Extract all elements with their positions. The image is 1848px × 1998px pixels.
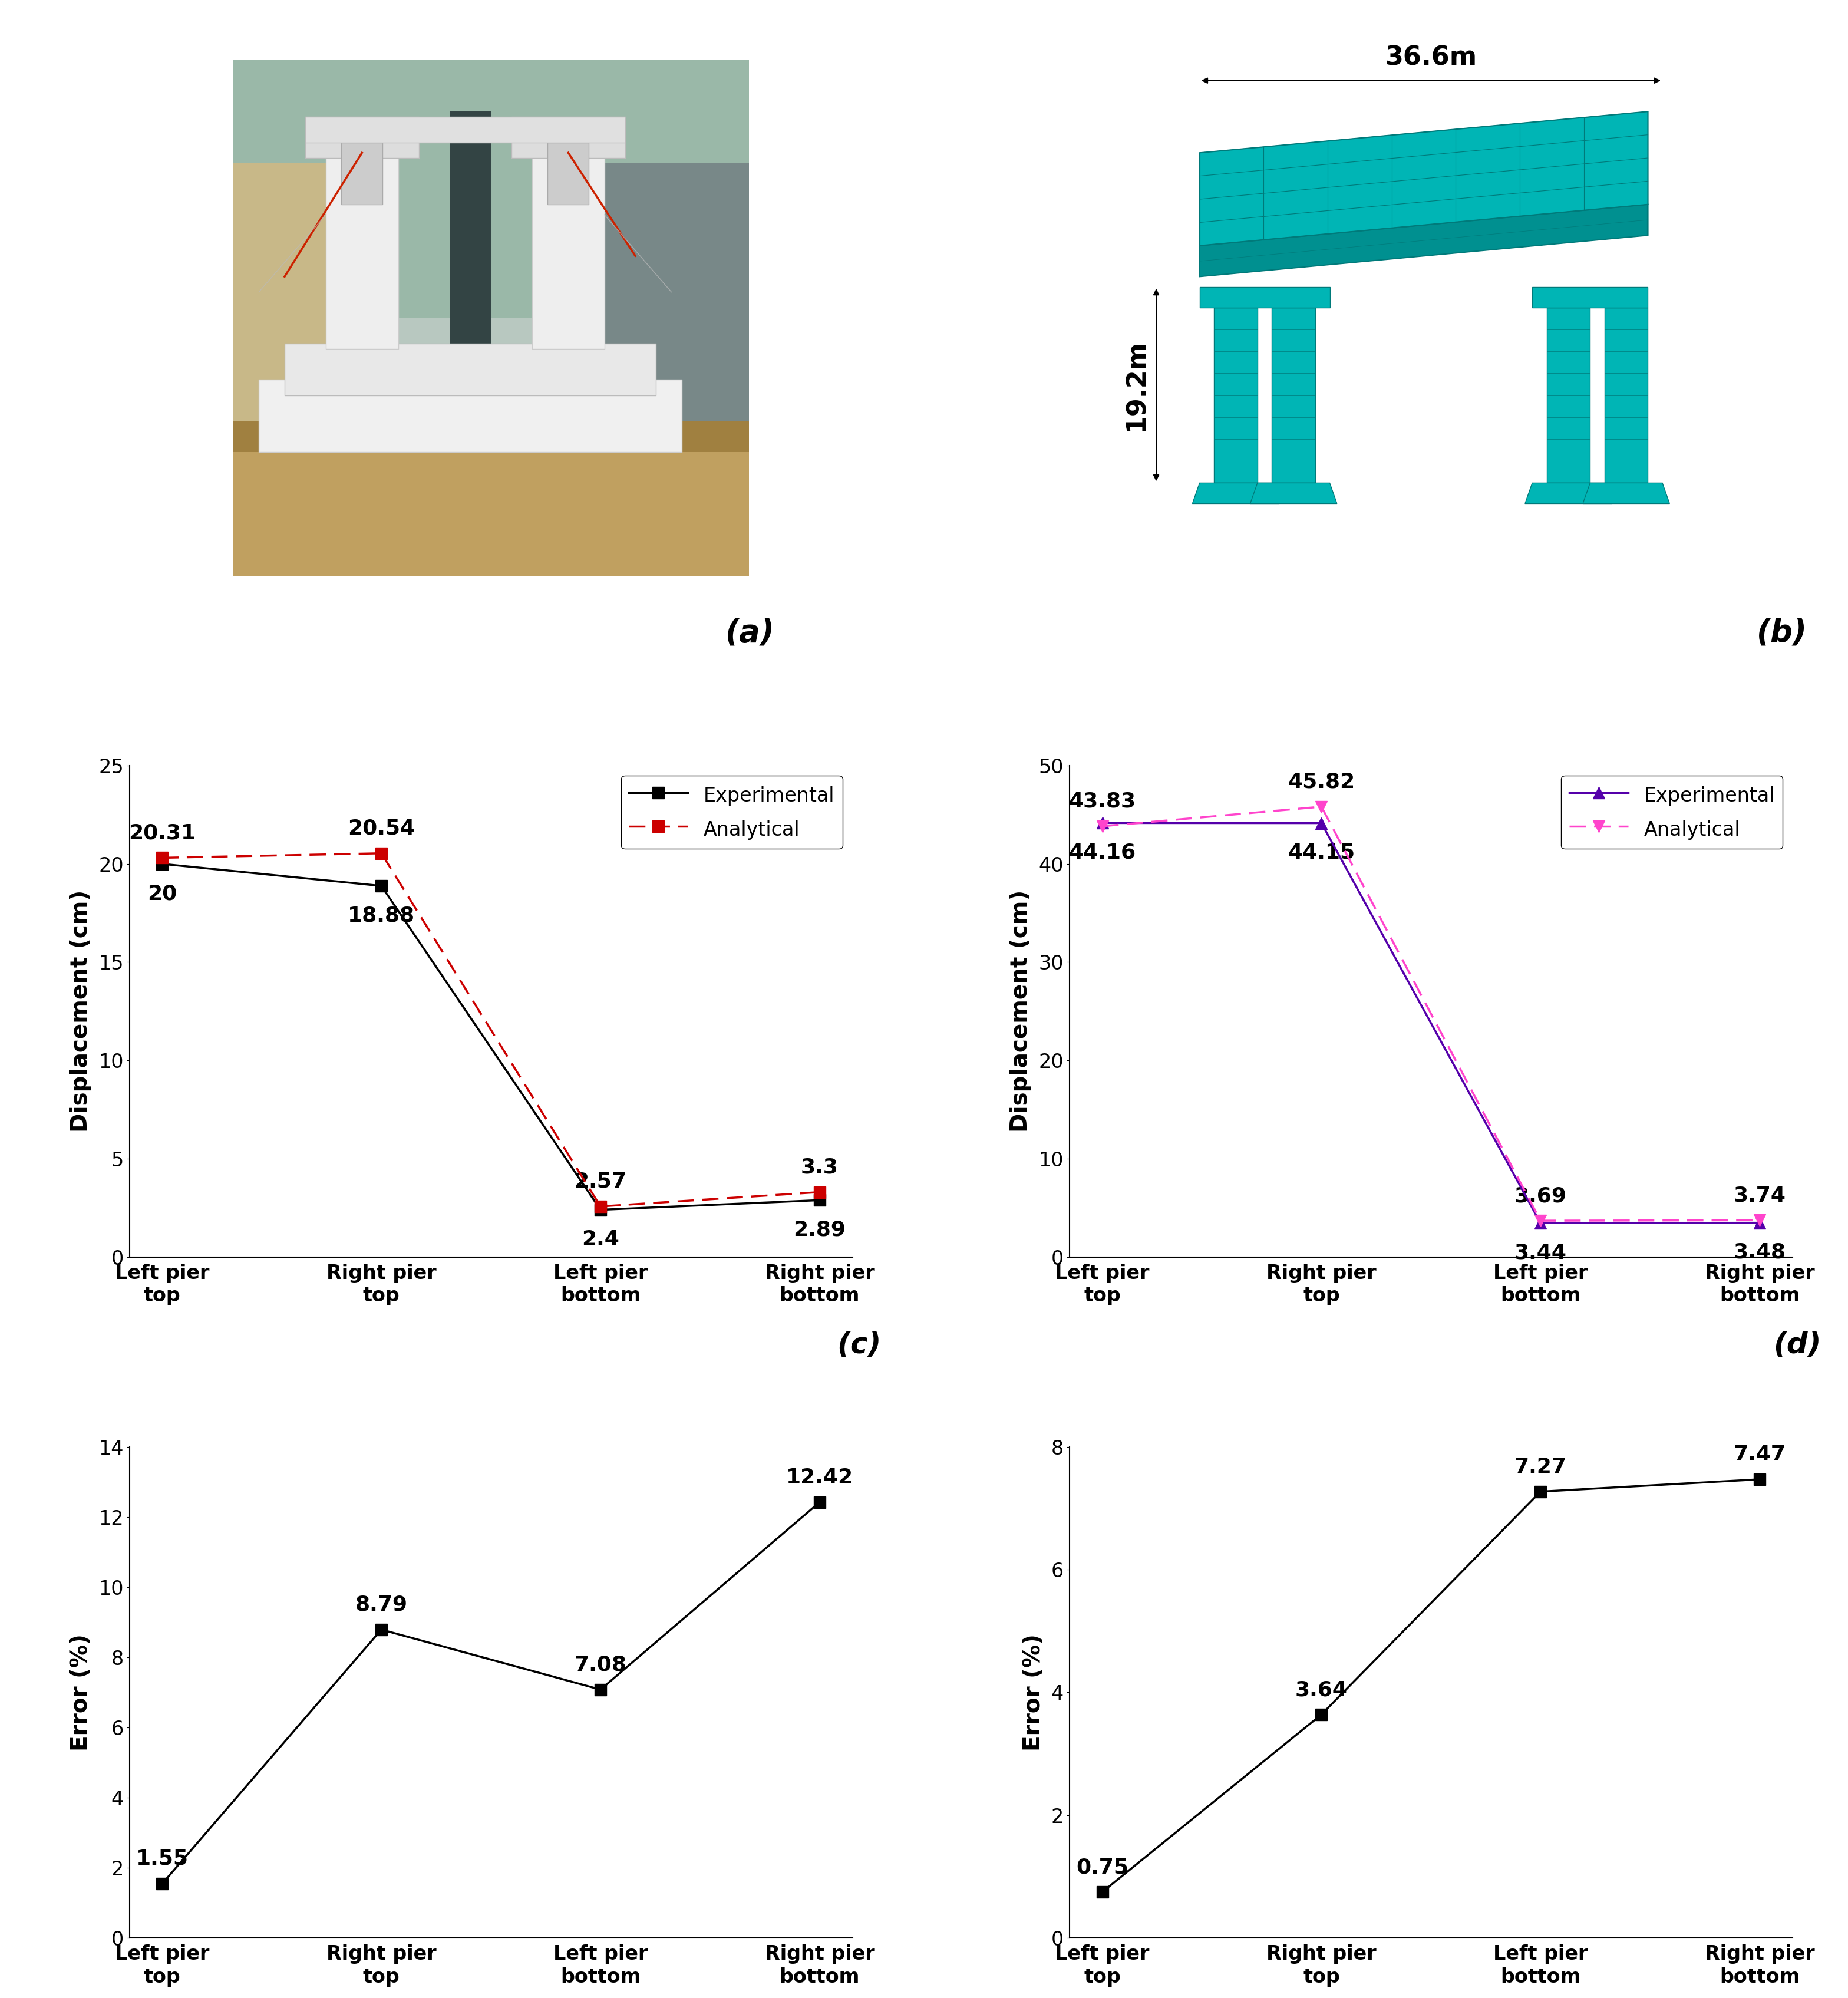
Polygon shape	[1199, 288, 1331, 308]
Legend: Experimental, Analytical: Experimental, Analytical	[621, 775, 843, 849]
Text: 12.42: 12.42	[785, 1467, 854, 1487]
Legend: Experimental, Analytical: Experimental, Analytical	[1562, 775, 1783, 849]
Text: 3.44: 3.44	[1514, 1243, 1567, 1263]
Analytical	[590, 1195, 612, 1219]
Analytical	[1530, 1209, 1552, 1233]
FancyBboxPatch shape	[449, 112, 492, 422]
Text: 20.31: 20.31	[129, 823, 196, 843]
Text: 8.79: 8.79	[355, 1594, 408, 1614]
Text: 2.57: 2.57	[575, 1171, 626, 1191]
Analytical	[1748, 1209, 1770, 1233]
Analytical	[1310, 795, 1332, 819]
Text: (b): (b)	[1756, 617, 1807, 647]
Text: 19.2m: 19.2m	[1124, 340, 1149, 432]
Text: (a): (a)	[724, 617, 774, 647]
Text: 20.54: 20.54	[347, 819, 416, 839]
Text: 20: 20	[148, 883, 177, 903]
Y-axis label: Displacement (cm): Displacement (cm)	[70, 889, 92, 1133]
Analytical	[370, 841, 392, 865]
FancyBboxPatch shape	[233, 422, 748, 452]
Polygon shape	[1214, 308, 1257, 484]
FancyBboxPatch shape	[285, 344, 656, 396]
Text: (c): (c)	[837, 1331, 881, 1359]
Text: 3.48: 3.48	[1733, 1243, 1785, 1263]
Line: Experimental: Experimental	[1096, 817, 1765, 1229]
Text: 3.74: 3.74	[1733, 1185, 1785, 1205]
Polygon shape	[1199, 204, 1648, 276]
Text: 7.47: 7.47	[1733, 1445, 1785, 1465]
Line: Analytical: Analytical	[1096, 801, 1765, 1227]
Polygon shape	[1547, 308, 1589, 484]
Y-axis label: Error (%): Error (%)	[1022, 1634, 1044, 1750]
FancyBboxPatch shape	[233, 60, 748, 318]
Text: 3.3: 3.3	[800, 1157, 839, 1177]
Experimental	[590, 1197, 612, 1221]
Text: 0.75: 0.75	[1076, 1858, 1129, 1878]
Experimental	[1310, 811, 1332, 835]
Text: 44.15: 44.15	[1288, 843, 1355, 863]
Text: 7.08: 7.08	[575, 1654, 626, 1674]
Line: Analytical: Analytical	[157, 847, 826, 1213]
FancyBboxPatch shape	[532, 142, 604, 350]
Text: 3.64: 3.64	[1295, 1680, 1347, 1700]
FancyBboxPatch shape	[305, 116, 419, 158]
Analytical	[1090, 815, 1112, 839]
Polygon shape	[1192, 484, 1279, 503]
Experimental	[809, 1189, 832, 1213]
Text: 3.69: 3.69	[1514, 1187, 1567, 1207]
Experimental	[370, 873, 392, 897]
Polygon shape	[1604, 308, 1648, 484]
Text: 2.89: 2.89	[793, 1221, 846, 1241]
Text: 18.88: 18.88	[347, 905, 416, 925]
Y-axis label: Error (%): Error (%)	[70, 1634, 92, 1750]
Polygon shape	[1584, 484, 1669, 503]
Text: 44.16: 44.16	[1068, 843, 1137, 863]
Text: 7.27: 7.27	[1514, 1457, 1567, 1477]
Text: 36.6m: 36.6m	[1384, 44, 1477, 70]
Text: 43.83: 43.83	[1068, 791, 1137, 811]
Polygon shape	[1199, 112, 1648, 246]
FancyBboxPatch shape	[305, 116, 625, 142]
FancyBboxPatch shape	[547, 142, 590, 204]
FancyBboxPatch shape	[512, 116, 625, 158]
Experimental	[1090, 811, 1112, 835]
Text: 45.82: 45.82	[1288, 771, 1355, 791]
Y-axis label: Displacement (cm): Displacement (cm)	[1009, 889, 1031, 1133]
FancyBboxPatch shape	[233, 164, 388, 448]
FancyBboxPatch shape	[259, 380, 682, 452]
Line: Experimental: Experimental	[157, 859, 826, 1215]
Analytical	[152, 845, 174, 869]
Experimental	[1530, 1211, 1552, 1235]
Text: 1.55: 1.55	[137, 1848, 188, 1868]
Polygon shape	[1532, 288, 1648, 308]
FancyBboxPatch shape	[325, 142, 397, 350]
Polygon shape	[1251, 484, 1336, 503]
FancyBboxPatch shape	[233, 60, 748, 575]
FancyBboxPatch shape	[233, 432, 748, 575]
FancyBboxPatch shape	[342, 142, 383, 204]
Experimental	[152, 851, 174, 875]
Polygon shape	[1525, 484, 1611, 503]
FancyBboxPatch shape	[593, 164, 748, 448]
Text: 2.4: 2.4	[582, 1229, 619, 1249]
Polygon shape	[1271, 308, 1316, 484]
Text: (d): (d)	[1774, 1331, 1822, 1359]
Analytical	[809, 1181, 832, 1205]
Experimental	[1748, 1211, 1770, 1235]
